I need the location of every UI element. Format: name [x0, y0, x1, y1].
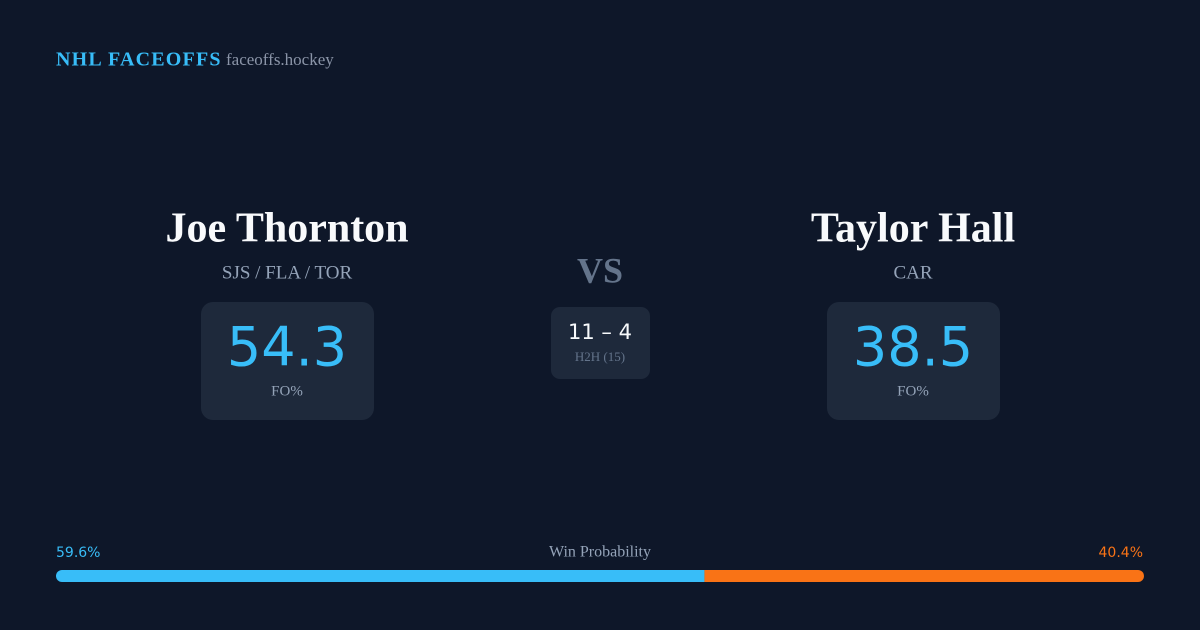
- win-prob-bar: [56, 570, 1144, 582]
- player-teams: CAR: [893, 262, 932, 283]
- score-box: [201, 302, 374, 420]
- win-prob-segment: [704, 570, 1144, 582]
- brand: NHL FACEOFFS: [56, 49, 222, 71]
- score: 54.3: [227, 316, 347, 379]
- score-label: FO%: [271, 383, 303, 399]
- player-teams: SJS / FLA / TOR: [222, 262, 353, 283]
- win-prob-segment: [56, 570, 705, 582]
- win-prob-left: 59.6%: [56, 545, 100, 561]
- vs: VS: [577, 250, 623, 290]
- win-prob-title: Win Probability: [549, 544, 651, 561]
- h2h-label: H2H (15): [575, 349, 625, 364]
- h2h-record: 11 – 4: [568, 320, 632, 344]
- h2h-box: [551, 307, 650, 379]
- win-prob-right: 40.4%: [1099, 545, 1143, 561]
- player-name: Joe Thornton: [165, 206, 408, 252]
- score-box: [827, 302, 1000, 420]
- site: faceoffs.hockey: [226, 50, 334, 69]
- score-label: FO%: [897, 383, 929, 399]
- score: 38.5: [853, 316, 973, 379]
- player-name: Taylor Hall: [811, 206, 1015, 252]
